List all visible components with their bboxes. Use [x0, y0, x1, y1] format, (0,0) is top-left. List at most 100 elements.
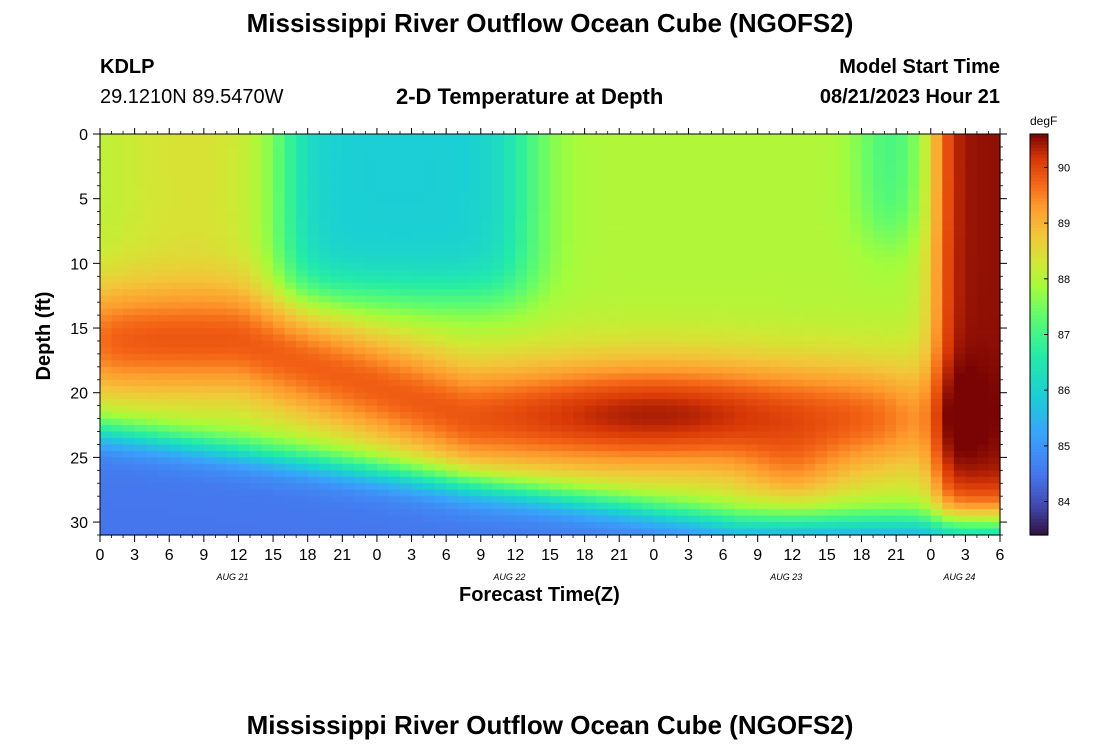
heatmap-cell	[284, 476, 297, 484]
heatmap-cell	[619, 502, 632, 510]
heatmap-cell	[988, 166, 1001, 174]
heatmap-cell	[353, 483, 366, 491]
heatmap-cell	[526, 185, 540, 193]
heatmap-cell	[526, 444, 540, 452]
heatmap-cell	[607, 379, 620, 387]
heatmap-cell	[734, 231, 747, 239]
heatmap-cell	[365, 444, 378, 452]
heatmap-cell	[676, 276, 690, 284]
heatmap-cell	[861, 515, 874, 523]
heatmap-cell	[815, 211, 828, 219]
heatmap-cell	[203, 308, 216, 316]
heatmap-cell	[550, 340, 563, 349]
heatmap-cell	[192, 134, 205, 142]
heatmap-cell	[919, 282, 932, 290]
heatmap-cell	[965, 276, 978, 284]
heatmap-cell	[976, 231, 990, 239]
heatmap-cell	[365, 522, 378, 530]
heatmap-cell	[157, 437, 170, 446]
heatmap-cell	[803, 528, 816, 536]
heatmap-cell	[780, 509, 793, 517]
heatmap-cell	[146, 483, 159, 491]
heatmap-cell	[861, 528, 874, 536]
heatmap-cell	[884, 353, 897, 361]
heatmap-cell	[330, 489, 343, 497]
heatmap-cell	[146, 502, 159, 510]
heatmap-cell	[965, 496, 978, 504]
heatmap-cell	[307, 476, 320, 484]
heatmap-cell	[434, 405, 447, 413]
heatmap-cell	[919, 269, 932, 277]
heatmap-cell	[400, 528, 413, 536]
heatmap-cell	[838, 366, 851, 374]
heatmap-cell	[388, 159, 401, 167]
heatmap-cell	[838, 509, 851, 517]
heatmap-cell	[423, 483, 436, 491]
heatmap-cell	[423, 256, 436, 264]
heatmap-cell	[469, 276, 482, 284]
heatmap-cell	[838, 528, 851, 536]
heatmap-cell	[838, 360, 851, 368]
heatmap-cell	[284, 159, 297, 167]
heatmap-cell	[492, 353, 505, 361]
heatmap-cell	[353, 218, 366, 226]
heatmap-cell	[607, 457, 620, 465]
heatmap-cell	[376, 386, 390, 394]
heatmap-cell	[134, 431, 147, 439]
heatmap-cell	[100, 463, 113, 471]
heatmap-cell	[123, 360, 136, 368]
x-tick-label: 21	[333, 547, 351, 564]
heatmap-cell	[965, 347, 978, 355]
heatmap-cell	[446, 205, 459, 213]
heatmap-cell	[642, 166, 655, 174]
heatmap-cell	[930, 334, 943, 342]
heatmap-cell	[123, 483, 136, 491]
heatmap-cell	[180, 463, 193, 471]
heatmap-cell	[850, 237, 863, 245]
heatmap-cell	[480, 243, 493, 252]
heatmap-cell	[550, 437, 563, 446]
heatmap-cell	[423, 205, 436, 213]
heatmap-cell	[296, 476, 309, 484]
heatmap-cell	[746, 179, 759, 187]
heatmap-cell	[134, 470, 147, 478]
heatmap-cell	[607, 347, 620, 355]
heatmap-cell	[642, 450, 655, 458]
heatmap-cell	[700, 366, 713, 374]
heatmap-cell	[769, 470, 782, 478]
heatmap-cell	[538, 185, 551, 193]
heatmap-cell	[942, 146, 955, 155]
heatmap-cell	[711, 153, 724, 161]
heatmap-cell	[688, 412, 701, 420]
heatmap-cell	[250, 418, 263, 426]
heatmap-cell	[250, 412, 263, 420]
heatmap-cell	[919, 366, 932, 374]
heatmap-cell	[746, 172, 759, 180]
heatmap-cell	[653, 347, 666, 355]
heatmap-cell	[215, 502, 228, 510]
heatmap-cell	[503, 302, 516, 310]
heatmap-cell	[515, 476, 528, 484]
heatmap-cell	[711, 192, 724, 200]
heatmap-cell	[619, 463, 632, 471]
heatmap-cell	[376, 282, 390, 290]
heatmap-cell	[630, 192, 643, 200]
heatmap-cell	[884, 185, 897, 193]
heatmap-cell	[953, 515, 966, 523]
heatmap-cell	[884, 295, 897, 303]
heatmap-cell	[734, 444, 747, 452]
heatmap-cell	[423, 302, 436, 310]
heatmap-cell	[111, 528, 124, 536]
heatmap-cell	[988, 386, 1001, 394]
heatmap-cell	[365, 463, 378, 471]
heatmap-cell	[688, 450, 701, 458]
heatmap-cell	[330, 379, 343, 387]
heatmap-cell	[873, 166, 886, 174]
heatmap-cell	[988, 308, 1001, 316]
heatmap-cell	[688, 528, 701, 536]
heatmap-cell	[111, 153, 124, 161]
heatmap-cell	[653, 450, 666, 458]
heatmap-cell	[284, 321, 297, 329]
heatmap-cell	[607, 295, 620, 303]
heatmap-cell	[769, 269, 782, 277]
